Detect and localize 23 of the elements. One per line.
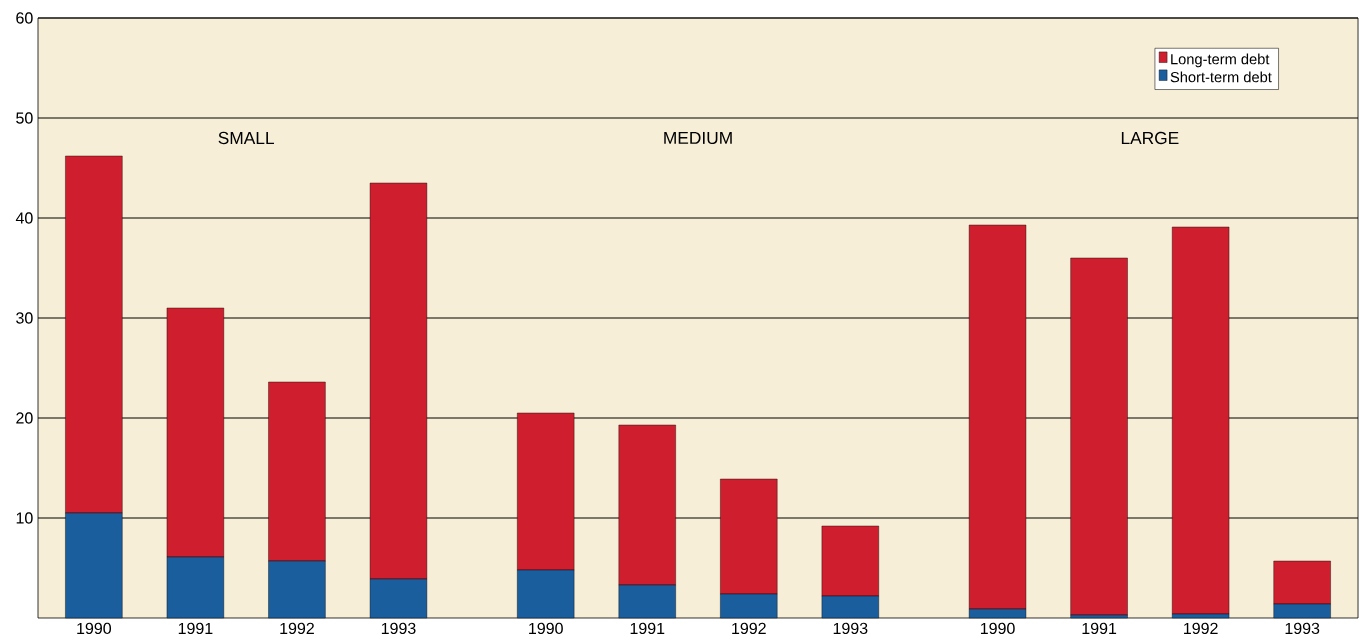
x-tick-label: 1991 [178,622,213,635]
x-tick-label: 1993 [1285,622,1320,635]
y-tick-label: 40 [15,212,33,224]
y-tick-label: 50 [16,112,33,124]
x-tick-label: 1992 [280,622,314,635]
annotation: MEDIUM [664,131,732,145]
y-tick-label: 10 [16,512,33,524]
x-tick-label: 1990 [980,622,1015,635]
legend-label: Long-term debt [1171,53,1270,68]
legend-label: Short-term debt [1170,71,1272,83]
x-tick-label: 1993 [381,622,416,635]
x-tick-label: 1992 [1184,622,1218,635]
annotation: SMALL [218,131,275,145]
y-tick-label: 20 [16,412,33,424]
x-tick-label: 1991 [1082,622,1117,635]
annotation: LARGE [1121,131,1179,145]
y-tick-label: 60 [16,12,33,24]
y-tick-label: 30 [16,312,33,324]
x-tick-label: 1991 [630,622,665,635]
x-tick-label: 1993 [833,622,868,635]
x-tick-label: 1990 [529,622,563,635]
x-tick-label: 1992 [732,622,766,635]
x-tick-label: 1990 [77,622,112,635]
